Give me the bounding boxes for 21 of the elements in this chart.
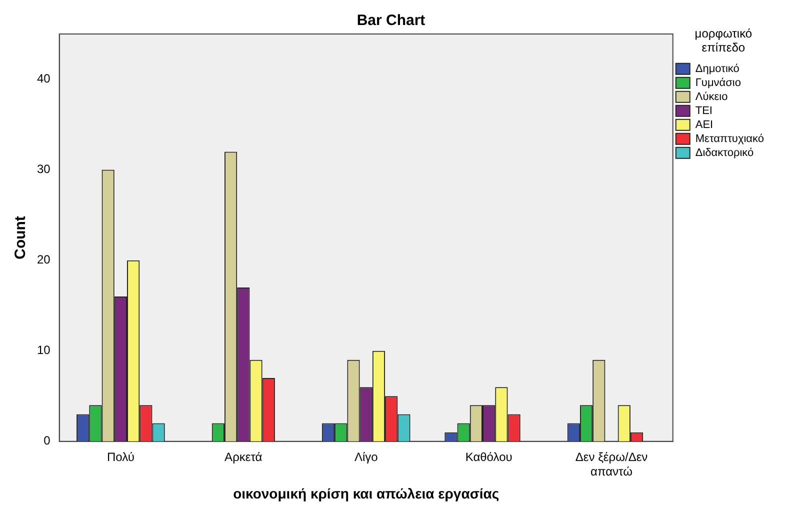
x-axis-title: οικονομική κρίση και απώλεια εργασίας	[233, 485, 500, 502]
y-tick-label: 30	[36, 162, 51, 176]
y-tick-label: 10	[36, 343, 51, 358]
x-tick-label: Δεν ξέρω/Δεν απαντώ	[575, 450, 648, 478]
x-tick-label: Αρκετά	[224, 450, 262, 464]
legend-label: Γυμνάσιο	[695, 76, 741, 89]
x-tick-label: Λίγο	[354, 450, 378, 464]
legend-label: Διδακτορικό	[695, 146, 754, 159]
y-axis-title: Count	[12, 216, 30, 260]
legend-label: ΤΕΙ	[695, 104, 712, 117]
legend-title: μορφωτικό επίπεδο	[694, 26, 752, 55]
y-tick-label: 20	[36, 252, 51, 267]
y-tick-label: 40	[36, 72, 51, 86]
legend-label: Λύκειο	[695, 90, 728, 103]
legend-label: ΑΕΙ	[695, 118, 714, 131]
x-tick-label: Καθόλου	[465, 450, 512, 464]
y-tick-label: 0	[44, 434, 51, 448]
x-tick-label: Πολύ	[107, 450, 134, 464]
legend-label: Δημοτικό	[695, 62, 740, 75]
legend-label: Μεταπτυχιακό	[695, 132, 764, 145]
chart-title: Bar Chart	[356, 12, 426, 30]
